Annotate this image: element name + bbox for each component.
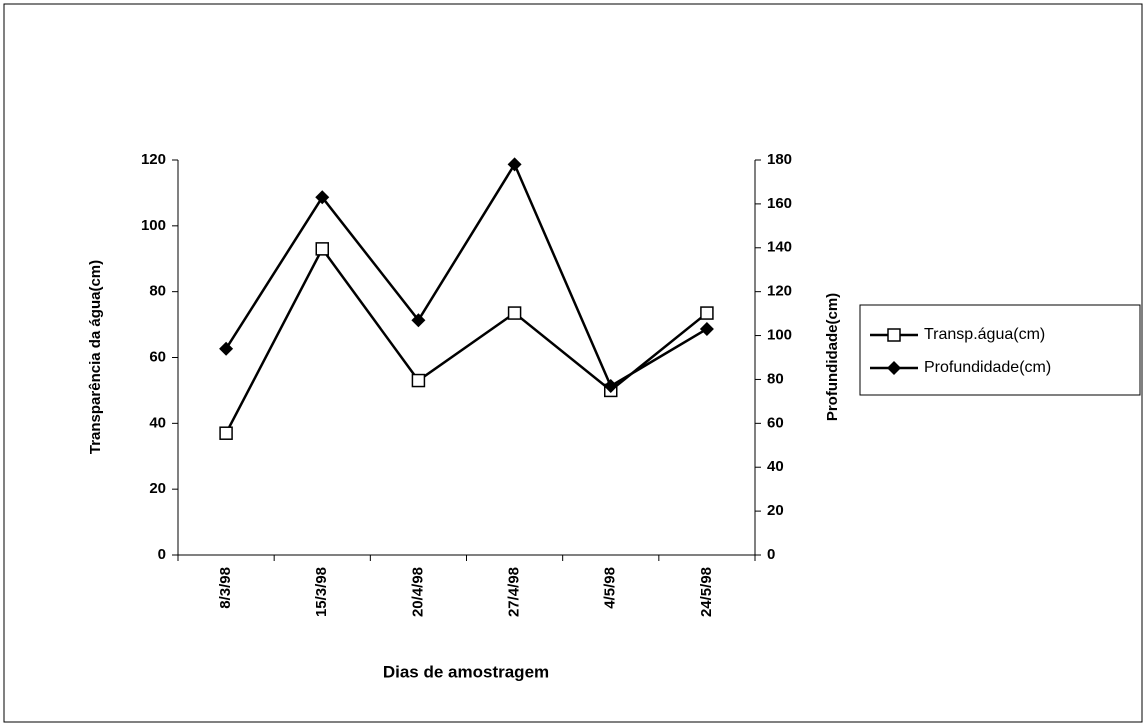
y-tick-label: 0 — [158, 546, 166, 563]
x-tick-label: 24/5/98 — [698, 567, 715, 617]
y-tick-label: 40 — [149, 414, 166, 431]
y2-tick-label: 60 — [767, 414, 784, 431]
x-axis-label: Dias de amostragem — [383, 662, 549, 681]
marker — [699, 321, 714, 336]
marker — [411, 313, 426, 328]
y2-axis-label: Profundidade(cm) — [824, 293, 841, 421]
y-tick-label: 120 — [141, 151, 166, 168]
marker — [411, 373, 426, 388]
y-tick-label: 20 — [149, 480, 166, 497]
x-tick-label: 4/5/98 — [602, 567, 619, 609]
marker — [603, 379, 618, 394]
legend-box — [859, 304, 1141, 396]
chart-border — [3, 3, 1143, 723]
y-tick-label: 80 — [149, 283, 166, 300]
marker — [887, 328, 901, 342]
y2-tick-label: 40 — [767, 458, 784, 475]
x-tick-label: 27/4/98 — [506, 567, 523, 617]
marker — [315, 242, 329, 256]
y2-tick-label: 120 — [767, 283, 792, 300]
y2-tick-label: 0 — [767, 546, 775, 563]
x-tick-label: 8/3/98 — [217, 567, 234, 609]
marker — [507, 157, 522, 172]
marker — [887, 361, 901, 375]
x-tick-label: 20/4/98 — [409, 567, 426, 617]
y2-tick-label: 100 — [767, 327, 792, 344]
y2-tick-label: 180 — [767, 151, 792, 168]
y-tick-label: 100 — [141, 217, 166, 234]
legend-label: Transp.água(cm) — [924, 326, 1045, 343]
marker — [700, 306, 714, 320]
marker — [219, 341, 234, 356]
marker — [219, 426, 233, 440]
marker — [315, 190, 330, 205]
series-line — [225, 161, 708, 388]
marker — [507, 306, 522, 320]
y2-tick-label: 160 — [767, 195, 792, 212]
legend-label: Profundidade(cm) — [924, 359, 1051, 376]
y2-tick-label: 20 — [767, 502, 784, 519]
y-axis-label: Transparência da água(cm) — [87, 260, 104, 454]
y2-tick-label: 140 — [767, 239, 792, 256]
series-line — [224, 246, 708, 434]
y2-tick-label: 80 — [767, 370, 784, 387]
y-tick-label: 60 — [149, 348, 166, 365]
x-tick-label: 15/3/98 — [313, 567, 330, 617]
